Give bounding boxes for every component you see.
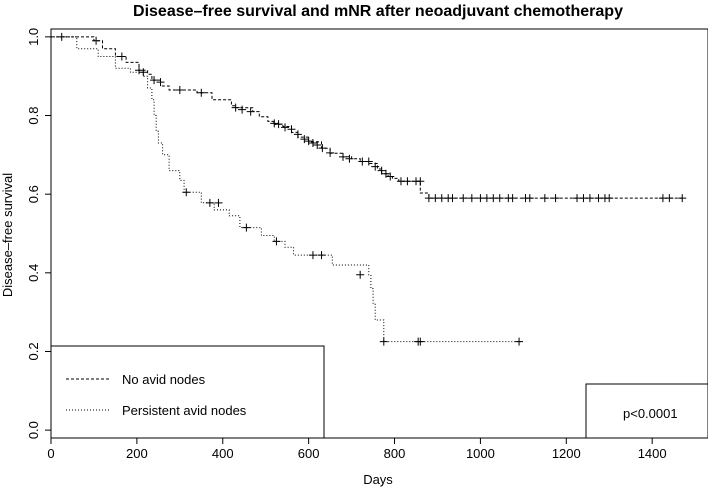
legend-box (50, 345, 325, 439)
x-axis-label: Days (363, 472, 393, 487)
censor-mark-no-avid-nodes (135, 66, 144, 75)
y-tick-label: 1.0 (26, 28, 41, 46)
censor-mark-persistent-avid-nodes (379, 337, 388, 346)
x-axis: 0 200 400 600 800 1000 1200 1400 (47, 438, 667, 461)
censor-mark-no-avid-nodes (345, 154, 354, 163)
censor-mark-no-avid-nodes (150, 76, 159, 85)
censor-mark-persistent-avid-nodes (214, 198, 223, 207)
censor-mark-no-avid-nodes (364, 157, 373, 166)
x-tick-label: 1400 (638, 446, 667, 461)
censor-mark-persistent-avid-nodes (356, 270, 365, 279)
x-tick-label: 1200 (552, 446, 581, 461)
censor-mark-no-avid-nodes (459, 194, 468, 203)
censor-mark-no-avid-nodes (313, 141, 322, 150)
censor-mark-no-avid-nodes (377, 166, 386, 175)
censor-mark-no-avid-nodes (92, 36, 101, 45)
censor-mark-no-avid-nodes (665, 194, 674, 203)
censor-mark-no-avid-nodes (231, 103, 240, 112)
censor-mark-no-avid-nodes (540, 194, 549, 203)
y-tick-label: 0.2 (26, 342, 41, 360)
x-tick-label: 1000 (466, 446, 495, 461)
y-tick-label: 0.8 (26, 106, 41, 124)
censor-mark-no-avid-nodes (605, 194, 614, 203)
censor-mark-no-avid-nodes (117, 52, 126, 61)
censor-mark-no-avid-nodes (416, 177, 425, 186)
censor-mark-no-avid-nodes (197, 88, 206, 97)
censor-mark-persistent-avid-nodes (416, 337, 425, 346)
censor-mark-no-avid-nodes (308, 139, 317, 148)
censor-mark-no-avid-nodes (551, 194, 560, 203)
censor-mark-no-avid-nodes (339, 152, 347, 161)
x-tick-label: 800 (384, 446, 406, 461)
legend: No avid nodes Persistent avid nodes (50, 345, 325, 439)
censor-mark-no-avid-nodes (246, 107, 255, 116)
pvalue-box (585, 383, 708, 439)
series-line-persistent-avid-nodes (51, 36, 522, 343)
censor-mark-no-avid-nodes (287, 125, 296, 134)
censor-mark-no-avid-nodes (508, 194, 517, 203)
censor-mark-no-avid-nodes (274, 120, 283, 129)
pvalue-box-group: p<0.0001 (585, 383, 708, 439)
censor-mark-persistent-avid-nodes (272, 237, 281, 246)
censor-mark-no-avid-nodes (281, 123, 290, 132)
plot-frame (50, 28, 708, 439)
y-tick-label: 0.6 (26, 185, 41, 203)
x-tick-label: 400 (212, 446, 234, 461)
censor-mark-no-avid-nodes (57, 32, 66, 41)
series-line-no-avid-nodes (51, 36, 683, 199)
x-tick-label: 0 (47, 446, 54, 461)
censor-mark-no-avid-nodes (175, 85, 184, 94)
x-tick-label: 600 (298, 446, 320, 461)
censor-mark-no-avid-nodes (448, 194, 457, 203)
legend-label-no-avid-nodes: No avid nodes (122, 372, 206, 387)
y-axis-label: Disease–free survival (0, 173, 15, 297)
censor-mark-no-avid-nodes (495, 194, 504, 203)
censor-mark-no-avid-nodes (467, 194, 476, 203)
censor-mark-no-avid-nodes (678, 194, 687, 203)
x-tick-label: 200 (126, 446, 148, 461)
censor-mark-persistent-avid-nodes (317, 251, 326, 260)
censor-mark-no-avid-nodes (525, 194, 534, 203)
censor-mark-no-avid-nodes (293, 130, 302, 139)
y-tick-label: 0.4 (26, 264, 41, 282)
censor-mark-no-avid-nodes (585, 194, 594, 203)
y-tick-label: 0.0 (26, 421, 41, 439)
censor-mark-no-avid-nodes (403, 177, 412, 186)
censor-mark-no-avid-nodes (318, 144, 327, 153)
censor-mark-no-avid-nodes (326, 148, 335, 157)
censor-mark-no-avid-nodes (156, 78, 165, 87)
y-axis: 0.0 0.2 0.4 0.6 0.8 1.0 (26, 28, 51, 439)
censor-mark-no-avid-nodes (270, 119, 279, 128)
censor-mark-no-avid-nodes (371, 162, 380, 171)
chart-title: Disease–free survival and mNR after neoa… (133, 3, 623, 20)
censor-mark-persistent-avid-nodes (205, 198, 214, 207)
pvalue-annotation: p<0.0001 (623, 406, 678, 421)
censor-mark-no-avid-nodes (381, 169, 390, 178)
series-layer (51, 32, 687, 346)
censor-mark-no-avid-nodes (386, 172, 395, 181)
censor-mark-persistent-avid-nodes (515, 337, 524, 346)
censor-mark-no-avid-nodes (238, 105, 247, 114)
censor-mark-persistent-avid-nodes (308, 251, 317, 260)
censor-mark-persistent-avid-nodes (182, 188, 191, 197)
censor-mark-no-avid-nodes (300, 135, 309, 144)
censor-mark-no-avid-nodes (304, 137, 313, 146)
legend-label-persistent-avid-nodes: Persistent avid nodes (122, 403, 247, 418)
censor-mark-no-avid-nodes (139, 68, 148, 77)
censor-mark-persistent-avid-nodes (242, 223, 251, 232)
